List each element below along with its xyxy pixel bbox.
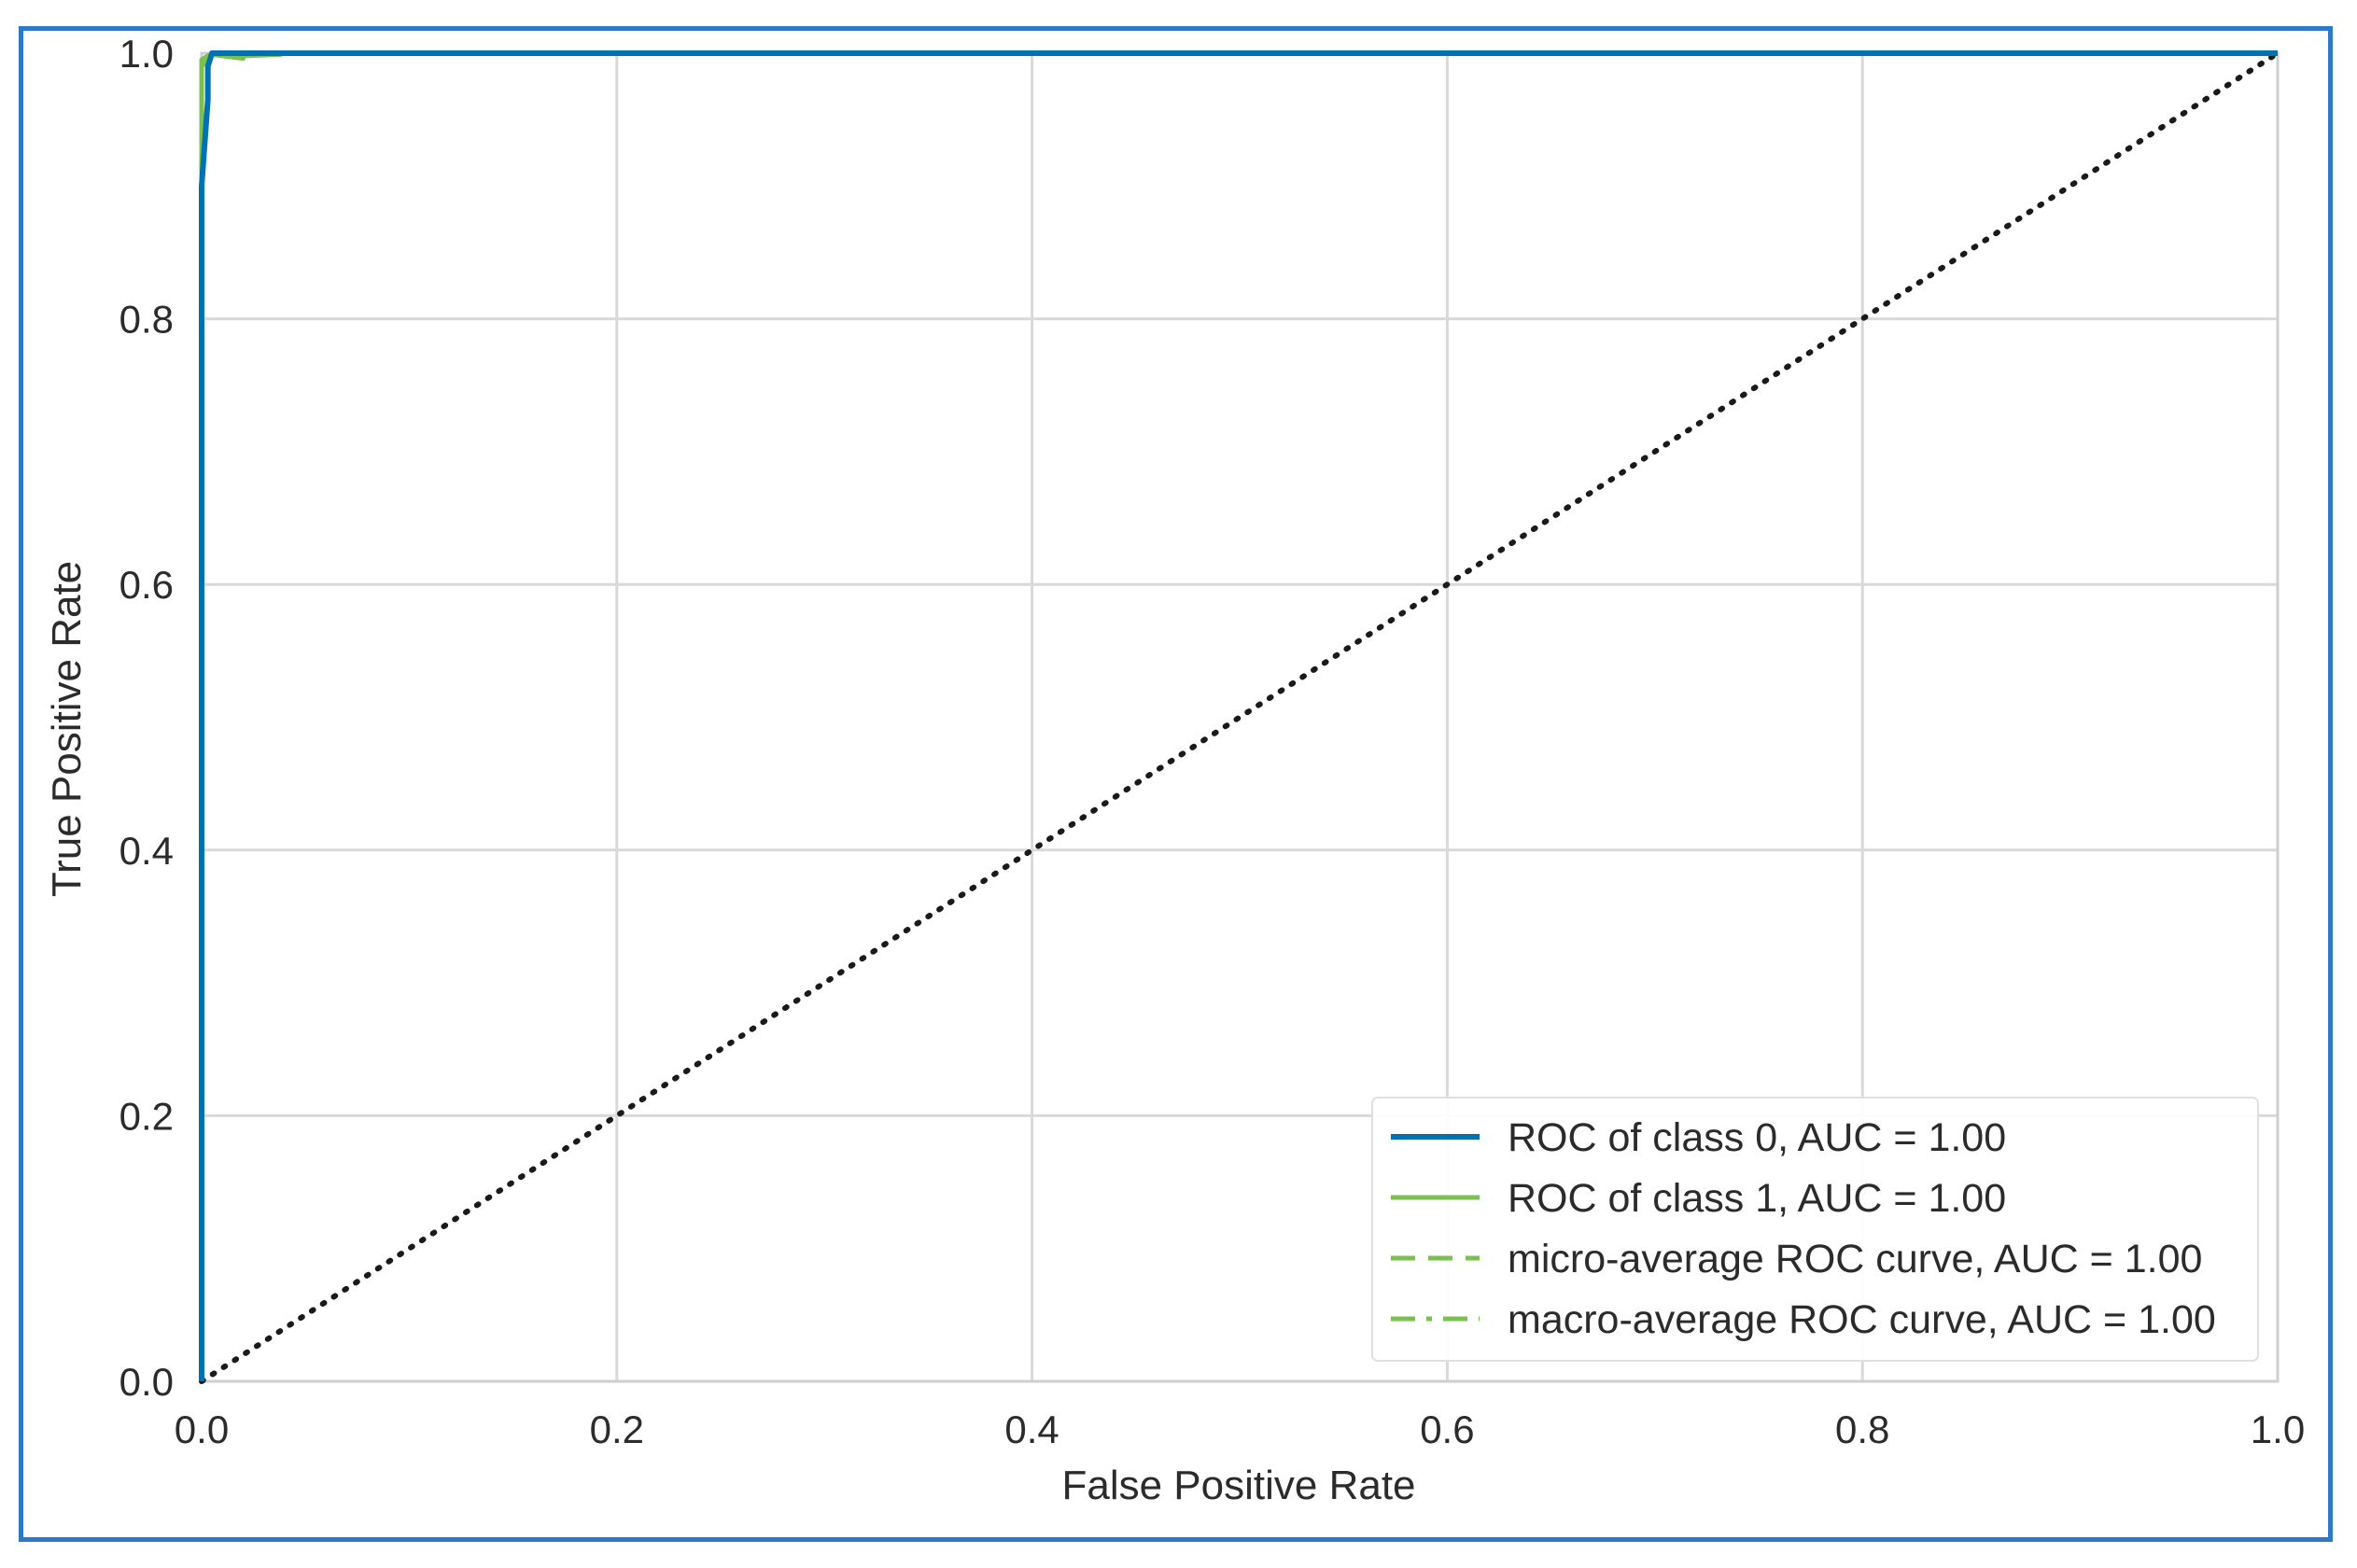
x-tick-label: 1.0 [2251,1407,2305,1451]
x-tick-label: 0.2 [590,1407,644,1451]
x-tick-label: 0.8 [1835,1407,1889,1451]
y-tick-label: 0.2 [119,1094,174,1138]
y-tick-labels: 0.0 0.2 0.4 0.6 0.8 1.0 [119,32,174,1404]
y-tick-label: 0.4 [119,829,174,873]
legend-entry-label: micro-average ROC curve, AUC = 1.00 [1508,1237,2202,1281]
y-tick-label: 0.6 [119,563,174,607]
legend: ROC of class 0, AUC = 1.00 ROC of class 1… [1371,1097,2259,1362]
legend-entry-label: macro-average ROC curve, AUC = 1.00 [1508,1297,2216,1342]
y-tick-label: 0.8 [119,298,174,342]
x-tick-label: 0.4 [1004,1407,1059,1451]
chance-diagonal-line [199,50,2280,1384]
legend-entry-label: ROC of class 0, AUC = 1.00 [1508,1115,2006,1160]
y-axis-label: True Positive Rate [44,561,90,897]
x-tick-label: 0.0 [175,1407,229,1451]
legend-entry-label: ROC of class 1, AUC = 1.00 [1508,1176,2006,1221]
y-tick-label: 1.0 [119,32,174,76]
legend-box [1371,1097,2259,1362]
series-line-class-0 [199,50,2278,1381]
x-axis-label: False Positive Rate [1061,1463,1415,1508]
y-tick-label: 0.0 [119,1360,174,1404]
curves [199,50,2280,1384]
x-tick-label: 0.6 [1420,1407,1474,1451]
x-tick-labels: 0.0 0.2 0.4 0.6 0.8 1.0 [175,1407,2305,1451]
